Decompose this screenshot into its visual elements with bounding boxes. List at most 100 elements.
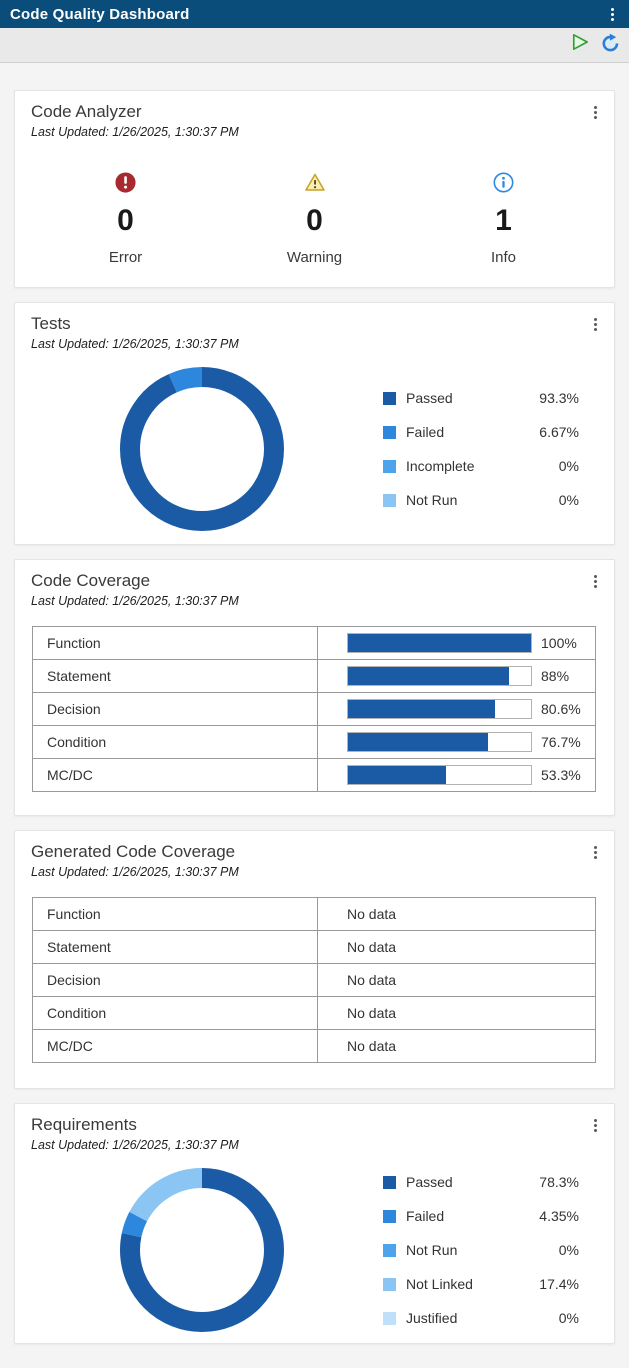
legend-value: 0% (558, 1242, 579, 1258)
card-last-updated: Last Updated: 1/26/2025, 1:30:37 PM (31, 594, 239, 608)
metric-value-cell: No data (317, 930, 596, 964)
no-data-text: No data (347, 1005, 397, 1021)
metric-label-cell: Statement (32, 659, 318, 693)
coverage-bar-track (347, 633, 532, 653)
run-button[interactable] (566, 32, 592, 58)
legend-value: 0% (558, 492, 579, 508)
metric-value-cell: No data (317, 897, 596, 931)
metric-label-cell: Function (32, 626, 318, 660)
metric-label-cell: Decision (32, 963, 318, 997)
metric-label-cell: MC/DC (32, 758, 318, 792)
card-title: Code Analyzer (31, 102, 142, 121)
tests-donut-chart[interactable] (119, 366, 285, 532)
legend-swatch (383, 1243, 396, 1257)
card-menu-button[interactable] (589, 571, 602, 592)
card-last-updated: Last Updated: 1/26/2025, 1:30:37 PM (31, 337, 239, 351)
metric-label-cell: Condition (32, 996, 318, 1030)
legend-label: Not Run (406, 1242, 458, 1258)
card-menu-button[interactable] (589, 102, 602, 123)
toolbar (0, 28, 629, 63)
requirements-legend: Passed 78.3% Failed 4.35% Not Run 0% Not… (383, 1174, 579, 1326)
app-title: Code Quality Dashboard (10, 5, 190, 23)
requirements-donut-chart[interactable] (119, 1167, 285, 1333)
legend-item: Passed 78.3% (383, 1174, 579, 1190)
legend-item: Incomplete 0% (383, 458, 579, 474)
coverage-value: 53.3% (541, 767, 581, 783)
table-row: Statement No data (32, 930, 596, 964)
metric-value-cell: 80.6% (317, 692, 596, 726)
card-last-updated: Last Updated: 1/26/2025, 1:30:37 PM (31, 1138, 239, 1152)
card-tests: Tests Last Updated: 1/26/2025, 1:30:37 P… (14, 302, 615, 545)
stat-warning: 0 Warning (220, 171, 409, 266)
card-menu-button[interactable] (589, 1115, 602, 1136)
card-title: Tests (31, 314, 71, 333)
no-data-text: No data (347, 939, 397, 955)
coverage-value: 88% (541, 668, 570, 684)
refresh-icon (599, 31, 622, 59)
legend-swatch (383, 459, 396, 473)
error-count: 0 (117, 204, 134, 237)
card-title: Code Coverage (31, 571, 151, 590)
stat-info: 1 Info (409, 171, 598, 266)
table-row: Decision 80.6% (32, 692, 596, 726)
card-last-updated: Last Updated: 1/26/2025, 1:30:37 PM (31, 865, 239, 879)
card-title: Generated Code Coverage (31, 842, 236, 861)
run-play-icon (568, 31, 591, 59)
warning-count: 0 (306, 204, 323, 237)
stat-error: 0 Error (31, 171, 220, 266)
no-data-text: No data (347, 906, 397, 922)
coverage-bar-fill (348, 667, 510, 685)
metric-value-cell: 76.7% (317, 725, 596, 759)
metric-value-cell: No data (317, 963, 596, 997)
legend-value: 17.4% (539, 1276, 579, 1292)
coverage-value: 76.7% (541, 734, 581, 750)
legend-item: Not Run 0% (383, 492, 579, 508)
legend-item: Justified 0% (383, 1310, 579, 1326)
coverage-bar-track (347, 765, 532, 785)
table-row: Function No data (32, 897, 596, 931)
coverage-bar-fill (348, 634, 531, 652)
header-menu-button[interactable] (606, 4, 619, 25)
legend-item: Passed 93.3% (383, 390, 579, 406)
coverage-bar-fill (348, 700, 496, 718)
tests-legend: Passed 93.3% Failed 6.67% Incomplete 0% … (383, 390, 579, 508)
coverage-bar-track (347, 732, 532, 752)
warning-icon (220, 171, 409, 195)
coverage-bar-fill (348, 766, 446, 784)
metric-value-cell: 88% (317, 659, 596, 693)
legend-item: Not Linked 17.4% (383, 1276, 579, 1292)
analyzer-stats-row: 0 Error 0 Warning (31, 171, 598, 266)
metric-label-cell: Function (32, 897, 318, 931)
card-generated-code-coverage: Generated Code Coverage Last Updated: 1/… (14, 830, 615, 1089)
table-row: Condition No data (32, 996, 596, 1030)
no-data-text: No data (347, 1038, 397, 1054)
coverage-bar-fill (348, 733, 489, 751)
coverage-table: Function 100% Statement 88% Decision 80.… (32, 626, 596, 792)
refresh-button[interactable] (597, 32, 623, 58)
legend-value: 93.3% (539, 390, 579, 406)
legend-swatch (383, 1277, 396, 1291)
legend-label: Failed (406, 424, 445, 440)
legend-value: 0% (558, 1310, 579, 1326)
tests-chart-row: Passed 93.3% Failed 6.67% Incomplete 0% … (31, 366, 598, 532)
coverage-value: 100% (541, 635, 577, 651)
legend-label: Incomplete (406, 458, 475, 474)
legend-swatch (383, 493, 396, 507)
metric-label-cell: Decision (32, 692, 318, 726)
info-label: Info (490, 249, 517, 266)
dashboard-body: Code Analyzer Last Updated: 1/26/2025, 1… (0, 63, 629, 1344)
table-row: MC/DC No data (32, 1029, 596, 1063)
card-code-coverage: Code Coverage Last Updated: 1/26/2025, 1… (14, 559, 615, 816)
legend-label: Failed (406, 1208, 445, 1224)
card-menu-button[interactable] (589, 842, 602, 863)
legend-item: Failed 6.67% (383, 424, 579, 440)
table-row: Function 100% (32, 626, 596, 660)
legend-value: 6.67% (539, 424, 579, 440)
legend-item: Not Run 0% (383, 1242, 579, 1258)
error-label: Error (108, 249, 143, 266)
legend-swatch (383, 1311, 396, 1325)
card-requirements: Requirements Last Updated: 1/26/2025, 1:… (14, 1103, 615, 1344)
card-menu-button[interactable] (589, 314, 602, 335)
table-row: MC/DC 53.3% (32, 758, 596, 792)
legend-label: Passed (406, 1174, 453, 1190)
